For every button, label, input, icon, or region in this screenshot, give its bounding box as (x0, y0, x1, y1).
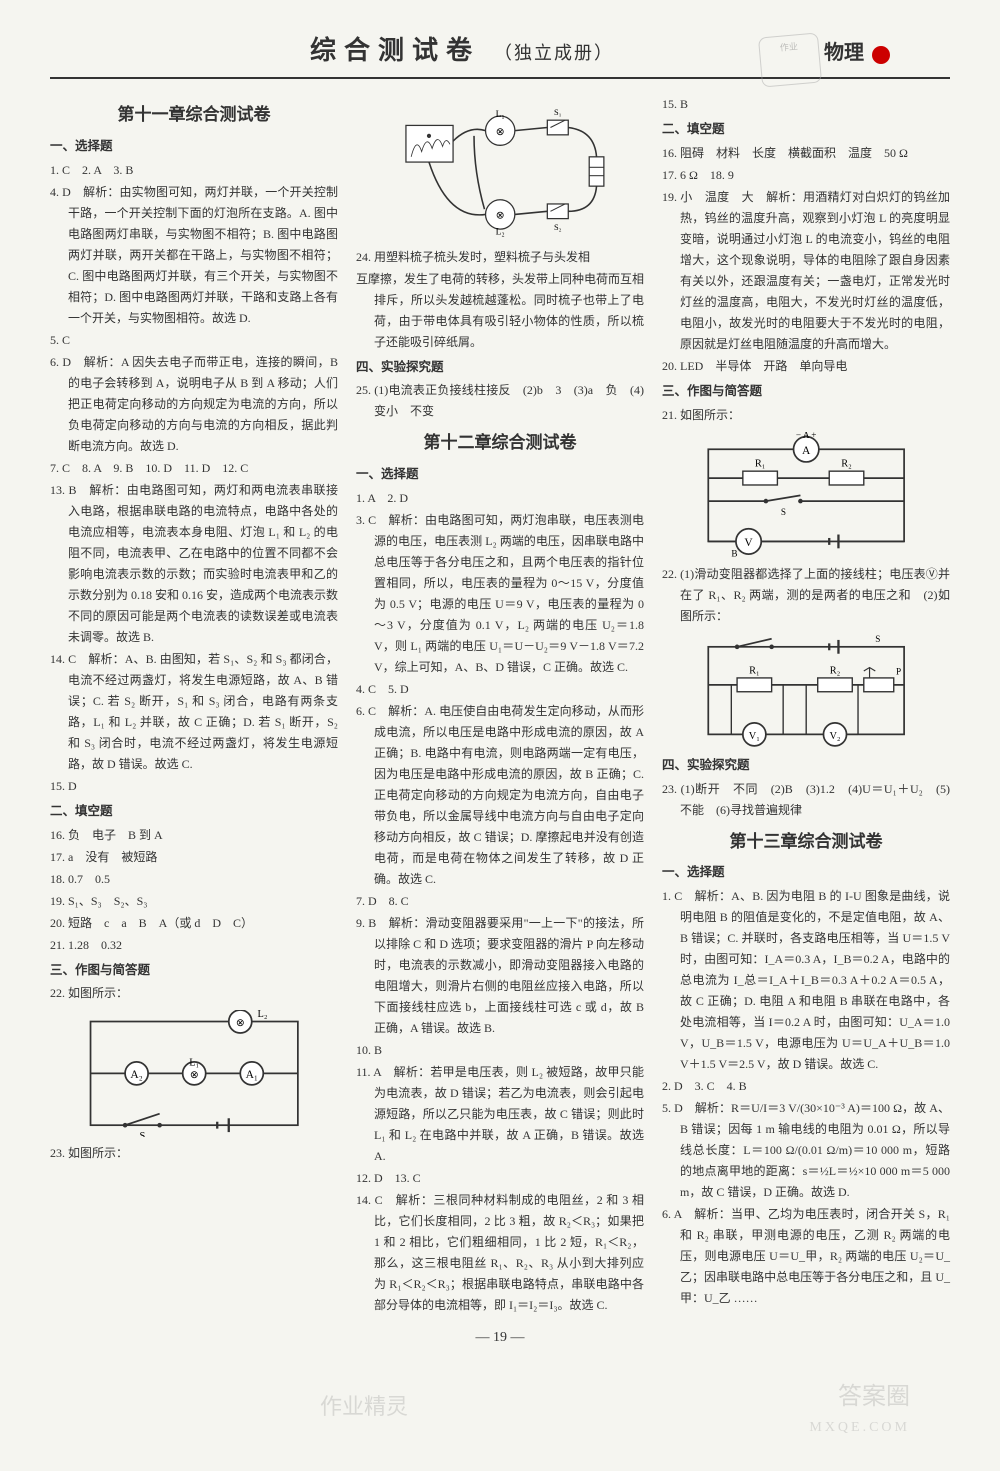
ch11-q17: 17. a 没有 被短路 (50, 847, 338, 868)
svg-text:R₁: R₁ (755, 458, 766, 469)
ch13-q6: 6. A 解析：当甲、乙均为电压表时，闭合开关 S，R₁ 和 R₂ 串联，甲测电… (662, 1204, 950, 1309)
ch13-q5: 5. D 解析：R＝U/I＝3 V/(30×10⁻³ A)＝100 Ω，故 A、… (662, 1098, 950, 1203)
ch12-sec2-heading: 二、填空题 (662, 119, 950, 141)
ch11-q1-3: 1. C 2. A 3. B (50, 160, 338, 181)
ch11-q6: 6. D 解析：A 因失去电子而带正电，连接的瞬间，B 的电子会转移到 A，说明… (50, 352, 338, 457)
svg-text:L₁: L₁ (189, 1058, 199, 1069)
ch11-q7-12: 7. C 8. A 9. B 10. D 11. D 12. C (50, 458, 338, 479)
svg-text:R₂: R₂ (841, 458, 852, 469)
svg-text:S: S (781, 507, 786, 517)
stamp-icon: 作业 (758, 32, 822, 87)
svg-text:S₁: S₁ (554, 108, 562, 117)
subject-icon (872, 46, 890, 64)
ch12-q15: 15. B (662, 94, 950, 115)
svg-text:P: P (896, 667, 901, 677)
svg-text:⊗: ⊗ (236, 1019, 245, 1030)
ch11-q23-label: 23. 如图所示： (50, 1143, 338, 1164)
watermark-1: 作业精灵 (320, 1389, 408, 1421)
circuit-diagram-21: A − A + R₁ R₂ V B S (691, 432, 921, 559)
ch12-sec1-heading: 一、选择题 (356, 464, 644, 486)
circuit-diagram-22b: S R₁ R₂ P V₁ V₂ (691, 633, 921, 748)
ch12-q1-2: 1. A 2. D (356, 488, 644, 509)
ch11-q25: 25. (1)电流表正负接线柱接反 (2)b 3 (3)a 负 (4)变小 不变 (356, 380, 644, 422)
ch11-q24: 24. 用塑料梳子梳头发时，塑料梳子与头发相 (356, 247, 644, 268)
ch12-q3: 3. C 解析：由电路图可知，两灯泡串联，电压表测电源的电压，电压表测 L₂ 两… (356, 510, 644, 678)
ch12-q9: 9. B 解析：滑动变阻器要采用"一上一下"的接法，所以排除 C 和 D 选项；… (356, 913, 644, 1039)
header-subject: 物理 (824, 42, 864, 64)
header-left: 综合测试卷 （独立成册） (110, 30, 614, 67)
ch12-q12-13: 12. D 13. C (356, 1168, 644, 1189)
content-area: 第十一章综合测试卷 一、选择题 1. C 2. A 3. B 4. D 解析：由… (0, 79, 1000, 1326)
ch11-q15: 15. D (50, 776, 338, 797)
svg-text:− A +: − A + (796, 432, 817, 440)
ch12-q23: 23. (1)断开 不同 (2)B (3)1.2 (4)U＝U₁＋U₂ (5)不… (662, 779, 950, 821)
ch11-q22-label: 22. 如图所示： (50, 983, 338, 1004)
ch11-q19: 19. S₁、S₃ S₂、S₃ (50, 891, 338, 912)
ch12-q19: 19. 小 温度 大 解析：用酒精灯对白炽灯的钨丝加热，钨丝的温度升高，观察到小… (662, 187, 950, 355)
ch11-q24b: 互摩擦，发生了电荷的转移，头发带上同种电荷而互相排斥，所以头发越梳越蓬松。同时梳… (356, 269, 644, 353)
ch12-q16: 16. 阻碍 材料 长度 横截面积 温度 50 Ω (662, 143, 950, 164)
ch11-sec4-heading: 四、实验探究题 (356, 357, 644, 379)
ch12-q17: 17. 6 Ω 18. 9 (662, 165, 950, 186)
circuit-diagram-23: ⊗ L₁ ⊗ L₂ S₁ S₂ (385, 94, 615, 241)
ch11-q21: 21. 1.28 0.32 (50, 935, 338, 956)
svg-text:B: B (731, 548, 737, 558)
ch12-q6: 6. C 解析：A. 电压使自由电荷发生定向移动，从而形成电流，所以电压是电路中… (356, 701, 644, 890)
svg-text:L₂: L₂ (495, 227, 504, 237)
svg-text:S: S (139, 1131, 145, 1137)
page-number: — 19 — (0, 1330, 1000, 1346)
ch11-sec2-heading: 二、填空题 (50, 801, 338, 823)
ch12-q4-5: 4. C 5. D (356, 679, 644, 700)
ch11-sec3-heading: 三、作图与简答题 (50, 960, 338, 982)
svg-text:A₂: A₂ (130, 1069, 142, 1081)
ch12-sec4-heading: 四、实验探究题 (662, 755, 950, 777)
svg-text:A₁: A₁ (245, 1069, 257, 1081)
ch11-q20: 20. 短路 c a B A（或 d D C） (50, 913, 338, 934)
svg-text:S: S (875, 635, 880, 645)
chapter-11-title: 第十一章综合测试卷 (50, 100, 338, 130)
svg-text:R₁: R₁ (749, 666, 760, 677)
ch12-q22: 22. (1)滑动变阻器都选择了上面的接线柱；电压表Ⓥ并在了 R₁、R₂ 两端，… (662, 564, 950, 627)
watermark-2: 答案圈 (838, 1376, 910, 1411)
ch12-q21-label: 21. 如图所示： (662, 405, 950, 426)
ch12-sec3-heading: 三、作图与简答题 (662, 381, 950, 403)
svg-text:⊗: ⊗ (496, 127, 505, 138)
ch12-q10: 10. B (356, 1040, 644, 1061)
svg-text:V₁: V₁ (749, 731, 760, 742)
svg-text:V₂: V₂ (829, 731, 840, 742)
ch11-q5: 5. C (50, 330, 338, 351)
chapter-12-title: 第十二章综合测试卷 (356, 428, 644, 458)
circuit-diagram-22: A₂ ⊗ L₂ ⊗ L₁ A₁ S (79, 1010, 309, 1137)
svg-text:⊗: ⊗ (496, 211, 505, 222)
ch11-q16: 16. 负 电子 B 到 A (50, 825, 338, 846)
svg-text:⊗: ⊗ (190, 1070, 199, 1081)
svg-text:L₂: L₂ (257, 1010, 267, 1020)
ch11-q13: 13. B 解析：由电路图可知，两灯和两电流表串联接入电路，根据串联电路的电流特… (50, 480, 338, 648)
ch12-q20: 20. LED 半导体 开路 单向导电 (662, 356, 950, 377)
ch12-q11: 11. A 解析：若甲是电压表，则 L₂ 被短路，故甲只能为电流表，故 D 错误… (356, 1062, 644, 1167)
ch11-q14: 14. C 解析：A、B. 由图知，若 S₁、S₂ 和 S₃ 都闭合，电流不经过… (50, 649, 338, 775)
ch11-sec1-heading: 一、选择题 (50, 136, 338, 158)
ch13-sec1-heading: 一、选择题 (662, 862, 950, 884)
ch13-q1: 1. C 解析：A、B. 因为电阻 B 的 I-U 图象是曲线，说明电阻 B 的… (662, 886, 950, 1075)
ch11-q4: 4. D 解析：由实物图可知，两灯并联，一个开关控制干路，一个开关控制下面的灯泡… (50, 182, 338, 329)
header-right: 物理 (824, 36, 890, 65)
watermark-3: MXQE.COM (809, 1420, 910, 1436)
header-subtitle: （独立成册） (494, 43, 614, 63)
svg-text:L₁: L₁ (495, 110, 504, 120)
ch12-q7-8: 7. D 8. C (356, 891, 644, 912)
ch13-q2-4: 2. D 3. C 4. B (662, 1076, 950, 1097)
ch12-q14: 14. C 解析：三根同种材料制成的电阻丝，2 和 3 相比，它们长度相同，2 … (356, 1190, 644, 1316)
svg-text:A: A (802, 445, 811, 457)
svg-text:V: V (744, 537, 753, 549)
svg-text:R₂: R₂ (830, 666, 841, 677)
svg-text:S₂: S₂ (554, 223, 562, 232)
chapter-13-title: 第十三章综合测试卷 (662, 827, 950, 857)
ch11-q18: 18. 0.7 0.5 (50, 869, 338, 890)
header-title: 综合测试卷 (310, 36, 480, 65)
